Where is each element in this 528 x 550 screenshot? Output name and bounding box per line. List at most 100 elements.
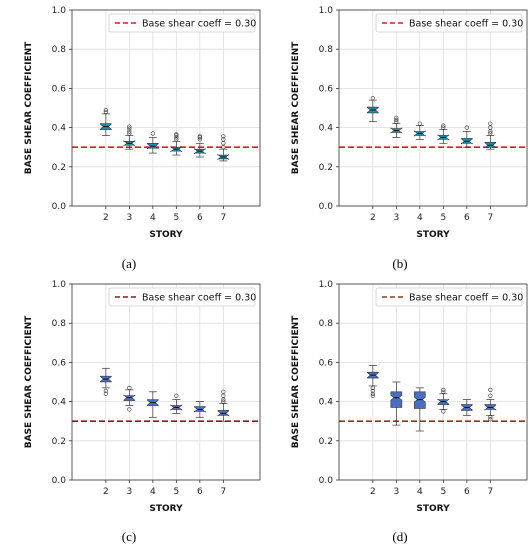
box-4 — [147, 391, 159, 418]
x-tick-label: 5 — [173, 213, 179, 223]
outlier-point — [464, 125, 469, 130]
outlier-point — [370, 388, 375, 393]
outlier-point — [221, 134, 226, 139]
outlier-point — [488, 125, 493, 130]
y-tick-label: 0.6 — [52, 84, 67, 94]
outlier-point — [127, 131, 132, 136]
y-tick-label: 0.4 — [52, 398, 67, 408]
box-6 — [461, 399, 473, 416]
y-tick-label: 0.2 — [319, 163, 333, 173]
x-tick-label: 6 — [464, 487, 470, 497]
box-3 — [123, 385, 136, 412]
y-axis-label: BASE SHEAR COEFFICIENT — [24, 315, 34, 448]
y-tick-label: 0.6 — [319, 358, 334, 368]
plot-area — [72, 10, 260, 206]
x-tick-label: 5 — [173, 487, 179, 497]
box-6 — [194, 134, 206, 158]
plot-area — [339, 10, 527, 206]
box-7 — [484, 121, 497, 150]
plot-frame — [338, 283, 528, 481]
panel-caption: (c) — [122, 529, 136, 544]
y-tick-label: 0.2 — [52, 437, 66, 447]
x-tick-label: 2 — [103, 487, 109, 497]
outlier-point — [370, 385, 375, 390]
outlier-point — [221, 137, 226, 142]
box-3 — [123, 124, 136, 150]
x-axis-label: STORY — [149, 230, 183, 240]
x-tick-label: 2 — [103, 213, 109, 223]
outlier-point — [488, 415, 493, 420]
outlier-point — [103, 109, 108, 115]
y-tick-label: 1.0 — [319, 280, 334, 290]
x-tick-label: 6 — [464, 213, 470, 223]
box-2 — [367, 364, 379, 398]
chart-panel: 0.0 0.2 0.4 0.6 0.8 1.0 2 3 4 5 6 7 Base shear coeff… — [291, 280, 528, 544]
x-tick-label: 3 — [126, 487, 132, 497]
legend-box — [108, 13, 256, 33]
outlier-point — [488, 417, 493, 422]
y-axis-label: BASE SHEAR COEFFICIENT — [291, 315, 301, 448]
y-tick-label: 0.8 — [319, 319, 334, 329]
outlier-point — [221, 145, 226, 150]
outlier-point — [441, 409, 446, 414]
outlier-point — [221, 393, 226, 398]
legend-box — [108, 287, 256, 307]
outlier-point — [370, 393, 375, 398]
x-tick-label: 6 — [197, 213, 203, 223]
plot-frame — [71, 9, 261, 207]
box-7 — [484, 387, 497, 422]
y-tick-label: 0.2 — [319, 437, 333, 447]
outlier-point — [221, 141, 226, 146]
y-tick-label: 0.8 — [319, 45, 334, 55]
box-6 — [194, 401, 206, 418]
box-3 — [390, 381, 403, 426]
box-4 — [147, 131, 159, 154]
y-tick-label: 0.2 — [52, 163, 66, 173]
x-axis-label: STORY — [416, 504, 450, 514]
box-5 — [437, 387, 450, 414]
box-5 — [170, 393, 183, 414]
y-tick-label: 0.4 — [319, 398, 334, 408]
panel-caption: (a) — [122, 256, 136, 271]
outlier-point — [103, 388, 108, 393]
x-tick-label: 4 — [150, 213, 156, 223]
x-tick-label: 7 — [220, 487, 226, 497]
x-tick-label: 7 — [220, 213, 226, 223]
y-tick-label: 0.4 — [319, 124, 334, 134]
y-axis-label: BASE SHEAR COEFFICIENT — [24, 41, 34, 174]
box-2 — [100, 107, 112, 136]
y-tick-label: 0.0 — [319, 202, 334, 212]
legend-label: Base shear coeff = 0.30 — [409, 19, 523, 30]
box-2 — [367, 96, 379, 123]
y-tick-label: 0.0 — [52, 202, 67, 212]
box-2 — [100, 367, 112, 396]
box-body — [390, 391, 403, 408]
outlier-point — [441, 387, 446, 392]
outlier-point — [197, 134, 202, 139]
chart-panel: 0.0 0.2 0.4 0.6 0.8 1.0 2 3 4 5 6 7 Base shear coeff… — [24, 6, 261, 271]
x-tick-label: 7 — [487, 487, 493, 497]
outlier-point — [488, 129, 493, 134]
outlier-point — [103, 391, 108, 396]
x-tick-label: 4 — [150, 487, 156, 497]
box-5 — [170, 132, 183, 156]
x-tick-label: 3 — [126, 213, 132, 223]
outlier-point — [221, 397, 226, 402]
outlier-point — [150, 131, 155, 136]
legend-box — [375, 13, 523, 33]
legend-label: Base shear coeff = 0.30 — [142, 293, 256, 304]
outlier-point — [370, 96, 375, 101]
y-tick-label: 0.4 — [52, 124, 67, 134]
x-tick-label: 3 — [393, 487, 399, 497]
legend-box — [375, 287, 523, 307]
plot-frame — [338, 9, 528, 207]
chart-panel: 0.0 0.2 0.4 0.6 0.8 1.0 2 3 4 5 6 7 Base shear coeff… — [24, 280, 261, 544]
y-tick-label: 1.0 — [52, 280, 67, 290]
outlier-point — [394, 117, 399, 122]
y-tick-label: 1.0 — [319, 6, 334, 16]
y-axis-label: BASE SHEAR COEFFICIENT — [291, 41, 301, 174]
outlier-point — [127, 129, 132, 134]
x-tick-label: 5 — [440, 213, 446, 223]
outlier-point — [488, 131, 493, 136]
